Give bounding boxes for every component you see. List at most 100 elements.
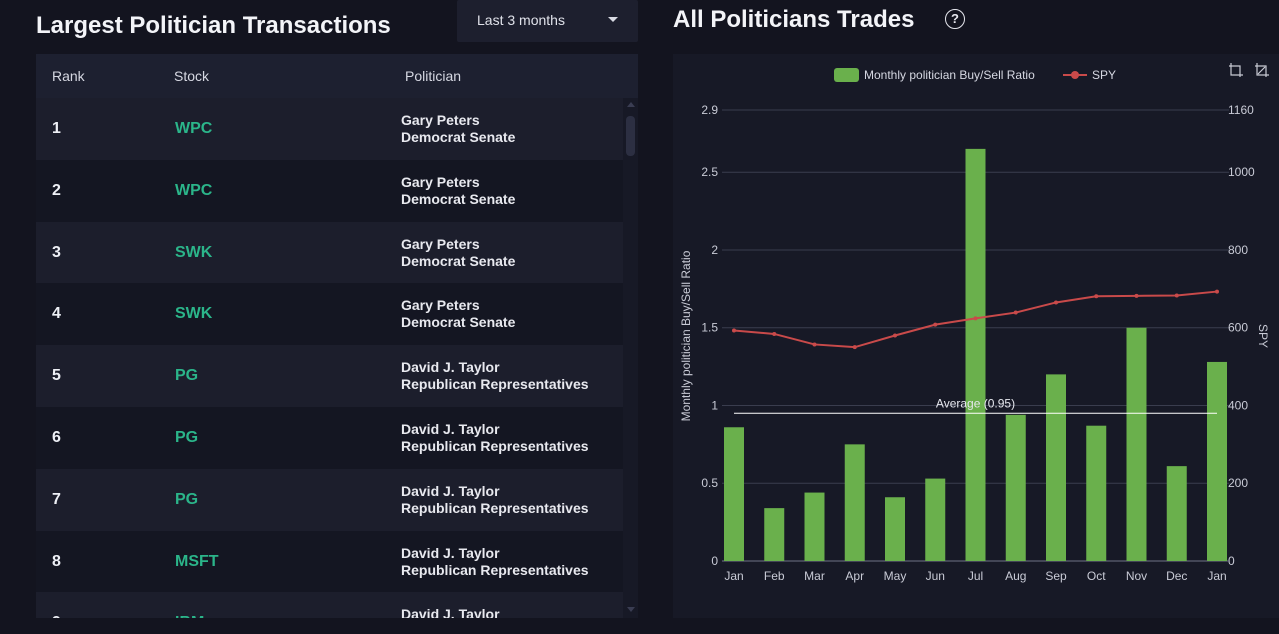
row-stock-ticker[interactable]: SWK: [175, 243, 213, 261]
bar[interactable]: [844, 444, 865, 561]
row-politician[interactable]: Gary Peters Democrat Senate: [401, 236, 515, 270]
bar[interactable]: [1046, 374, 1066, 561]
bar[interactable]: [1126, 327, 1147, 561]
zoom-icon[interactable]: [1228, 62, 1244, 78]
spy-point[interactable]: [1174, 293, 1179, 298]
politician-name: David J. Taylor: [401, 482, 500, 499]
scroll-down-icon[interactable]: [627, 607, 635, 612]
bar[interactable]: [804, 492, 825, 561]
panel-title-transactions: Largest Politician Transactions: [36, 12, 391, 39]
scrollbar-thumb[interactable]: [626, 116, 635, 156]
table-row[interactable]: 3 SWK Gary Peters Democrat Senate: [36, 221, 623, 284]
question-circle-icon[interactable]: ?: [945, 9, 965, 29]
x-tick-label: Jan: [1207, 569, 1226, 583]
spy-point[interactable]: [772, 331, 777, 336]
politician-affiliation: Democrat Senate: [401, 252, 516, 269]
bar[interactable]: [885, 497, 905, 561]
row-stock-ticker[interactable]: MSFT: [175, 552, 219, 570]
spy-point[interactable]: [1054, 300, 1058, 305]
bar[interactable]: [1166, 466, 1187, 561]
row-politician[interactable]: David J. Taylor Republican Representativ…: [401, 483, 589, 517]
row-stock-ticker[interactable]: PG: [175, 367, 199, 385]
row-rank: 9: [52, 614, 61, 618]
spy-point[interactable]: [1094, 294, 1099, 299]
row-politician[interactable]: David J. Taylor Republican Representativ…: [401, 421, 589, 455]
row-rank: 6: [52, 428, 61, 446]
zoom-reset-icon[interactable]: [1254, 62, 1270, 78]
politician-name: Gary Peters: [401, 173, 480, 190]
period-select-value: Last 3 months: [477, 12, 565, 28]
header-rank[interactable]: Rank: [52, 68, 85, 84]
scroll-up-icon[interactable]: [627, 102, 635, 107]
politician-affiliation: Democrat Senate: [401, 190, 516, 207]
row-rank: 4: [52, 305, 61, 323]
bar[interactable]: [1086, 425, 1107, 561]
bar[interactable]: [764, 508, 785, 561]
table-row[interactable]: 6 PG David J. Taylor Republican Represen…: [36, 406, 623, 469]
spy-point[interactable]: [1215, 289, 1219, 294]
table-row[interactable]: 5 PG David J. Taylor Republican Represen…: [36, 345, 623, 407]
bar[interactable]: [724, 427, 744, 561]
y-tick-label: 2.5: [701, 165, 718, 179]
row-politician[interactable]: Gary Peters Democrat Senate: [401, 174, 515, 208]
spy-point[interactable]: [852, 345, 857, 350]
x-tick-label: Jan: [724, 569, 743, 583]
politician-affiliation: Republican Representatives: [401, 376, 589, 393]
header-politician[interactable]: Politician: [405, 68, 462, 84]
row-politician[interactable]: Gary Peters Democrat Senate: [401, 112, 515, 146]
spy-point[interactable]: [812, 342, 817, 347]
spy-point[interactable]: [973, 316, 978, 321]
y-tick-label: 1: [711, 398, 718, 412]
x-tick-label: Dec: [1166, 569, 1187, 583]
row-politician[interactable]: David J. Taylor Republican Representativ…: [401, 545, 589, 579]
transactions-table: Rank Stock Politician 1 WPC Gary Peters …: [36, 54, 638, 618]
row-stock-ticker[interactable]: WPC: [175, 120, 213, 137]
buy-sell-chart: 0 0.5 1 1.5 2 2.5 2.9 0 200 400 600 800 1000 1160 Jan F…: [679, 68, 1270, 583]
x-tick-label: Aug: [1005, 569, 1026, 583]
x-tick-label: Sep: [1045, 569, 1067, 583]
table-row[interactable]: 9 IBM David J. Taylor Republican Represe…: [36, 592, 623, 618]
period-select[interactable]: Last 3 months: [457, 0, 638, 42]
politician-name: David J. Taylor: [401, 544, 500, 561]
legend-line-label: SPY: [1092, 68, 1116, 82]
bar[interactable]: [965, 148, 986, 561]
politician-name: David J. Taylor: [401, 606, 500, 618]
politician-affiliation: Republican Representatives: [401, 561, 589, 578]
politician-name: Gary Peters: [401, 297, 480, 314]
table-row[interactable]: 2 WPC Gary Peters Democrat Senate: [36, 159, 623, 222]
row-politician[interactable]: Gary Peters Democrat Senate: [401, 297, 515, 331]
spy-point[interactable]: [933, 322, 938, 327]
y2-axis-title: SPY: [1256, 324, 1270, 348]
average-label: Average (0.95): [936, 396, 1015, 410]
spy-point[interactable]: [1013, 310, 1018, 315]
row-stock-ticker[interactable]: WPC: [175, 181, 213, 199]
row-stock-ticker[interactable]: PG: [175, 428, 199, 446]
spy-point[interactable]: [1134, 293, 1139, 298]
spy-point[interactable]: [893, 333, 897, 338]
y-tick-label: 0.5: [701, 476, 718, 490]
table-scrollbar[interactable]: [623, 98, 638, 618]
row-stock-ticker[interactable]: PG: [175, 490, 199, 508]
y-tick-label: 2.9: [701, 103, 718, 117]
politician-affiliation: Republican Representatives: [401, 437, 589, 454]
table-row[interactable]: 4 SWK Gary Peters Democrat Senate: [36, 283, 623, 346]
row-politician[interactable]: David J. Taylor Republican Representativ…: [401, 606, 589, 618]
x-tick-label: Mar: [804, 569, 825, 583]
bar[interactable]: [1207, 361, 1227, 561]
y2-tick-label: 1000: [1228, 165, 1255, 179]
table-row[interactable]: 8 MSFT David J. Taylor Republican Repres…: [36, 530, 623, 593]
row-rank: 7: [52, 490, 61, 508]
row-stock-ticker[interactable]: SWK: [175, 305, 213, 323]
x-tick-label: Apr: [845, 569, 864, 583]
table-row[interactable]: 1 WPC Gary Peters Democrat Senate: [36, 98, 623, 160]
row-rank: 1: [52, 120, 61, 137]
header-stock[interactable]: Stock: [174, 68, 210, 84]
table-row[interactable]: 7 PG David J. Taylor Republican Represen…: [36, 468, 623, 531]
bar[interactable]: [925, 478, 946, 561]
row-politician[interactable]: David J. Taylor Republican Representativ…: [401, 359, 589, 393]
spy-point[interactable]: [732, 328, 736, 333]
bar[interactable]: [1005, 414, 1026, 561]
table-body: 1 WPC Gary Peters Democrat Senate 2 WPC …: [36, 98, 623, 618]
x-tick-label: Oct: [1087, 569, 1106, 583]
row-stock-ticker[interactable]: IBM: [175, 614, 204, 618]
